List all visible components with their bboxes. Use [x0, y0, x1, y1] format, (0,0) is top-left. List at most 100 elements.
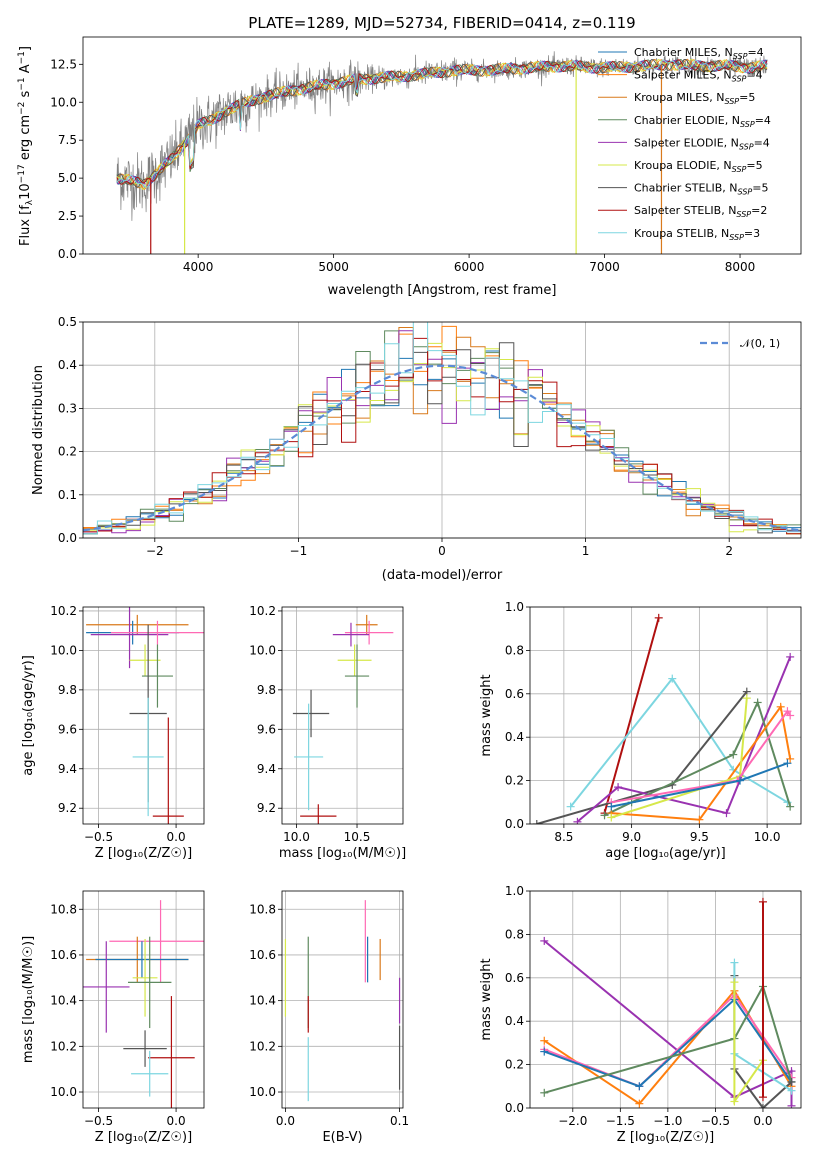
- x-tick-label: −0.5: [84, 1114, 113, 1128]
- z-mass-panel-xlabel: Z [log₁₀(Z/Z☉)]: [95, 1130, 192, 1145]
- y-tick-label: 10.6: [249, 948, 276, 962]
- residual-panel: −2 −1 0 1 2 0.0 0.1 0.2 0.3 0.4 0.5 𝒩(0, 1) (data-mo…: [31, 315, 802, 583]
- model-spectrum-line: [116, 59, 768, 188]
- x-tick-label: 10.5: [344, 830, 371, 844]
- legend-label: Salpeter MILES, N: [634, 69, 732, 82]
- spectrum-ylabel: Flux [fλ10−17 erg cm−2 s−1 A−1]: [17, 46, 35, 246]
- legend-subscript: SSP: [732, 165, 747, 174]
- y-tick-label: 1.0: [505, 884, 524, 898]
- axes-frame: [281, 890, 404, 1109]
- legend-suffix: =5: [739, 91, 755, 104]
- legend-subscript: SSP: [740, 120, 755, 129]
- y-tick-label: 0.2: [505, 1058, 524, 1072]
- y-tick-label: 10.8: [50, 902, 77, 916]
- legend-subscript: SSP: [724, 97, 739, 106]
- legend-entry: Salpeter STELIB, NSSP=2: [634, 204, 767, 219]
- y-tick-label: 0.8: [505, 643, 524, 657]
- legend-label: Chabrier MILES, N: [634, 46, 733, 59]
- legend-suffix: =4: [755, 114, 771, 127]
- y-tick-label: 10.0: [249, 1085, 276, 1099]
- y-tick-label: 0.0: [58, 531, 77, 545]
- x-tick-label: 6000: [454, 260, 485, 274]
- x-tick-label: 5000: [318, 260, 349, 274]
- legend-entry: Chabrier STELIB, NSSP=5: [634, 182, 768, 197]
- legend-entry: Kroupa ELODIE, NSSP=5: [634, 159, 763, 174]
- z-mass-panel: −0.5 0.0 10.0 10.2 10.4 10.6 10.8 Z [log₁₀(Z/Z☉…: [21, 890, 205, 1145]
- weight-line: [569, 676, 789, 808]
- y-tick-label: 2.5: [58, 209, 77, 223]
- y-tick-label: 5.0: [58, 171, 77, 185]
- legend-label: Kroupa MILES, N: [634, 91, 724, 104]
- x-tick-label: 0: [438, 544, 446, 558]
- y-tick-label: 0.1: [58, 488, 77, 502]
- y-tick-label: 9.2: [257, 801, 276, 815]
- spectrum-panel: 4000 5000 6000 7000 8000 0.0 2.5 5.0 7.5 10.0 12.5…: [17, 36, 802, 298]
- y-tick-label: 12.5: [50, 57, 77, 71]
- y-tick-label: 0.0: [58, 247, 77, 261]
- z-age-panel-xlabel: Z [log₁₀(Z/Z☉)]: [95, 846, 192, 861]
- x-tick-label: −0.5: [84, 830, 113, 844]
- y-tick-label: 10.0: [50, 643, 77, 657]
- y-tick-label: 10.8: [249, 902, 276, 916]
- y-tick-label: 0.6: [505, 971, 524, 985]
- x-tick-label: −0.5: [701, 1114, 730, 1128]
- legend-label: Kroupa STELIB, N: [634, 227, 729, 240]
- age-weight-panel: 8.5 9.0 9.5 10.0 0.0 0.2 0.4 0.6 0.8 1.0 age [log₁…: [479, 600, 802, 861]
- y-tick-label: 10.2: [50, 1039, 77, 1053]
- plot-area: [83, 322, 801, 535]
- model-spectrum-line: [116, 58, 768, 191]
- plot-area: [532, 613, 795, 824]
- x-tick-label: −2: [146, 544, 164, 558]
- plot-area: [86, 607, 204, 824]
- legend-suffix: =4: [754, 136, 770, 149]
- legend-subscript: SSP: [739, 142, 754, 151]
- z-weight-panel: −2.0 −1.5 −1.0 −0.5 0.0 0.0 0.2 0.4 0.6 0.8 1.0 Z […: [479, 884, 802, 1145]
- y-tick-label: 0.4: [58, 358, 77, 372]
- z-weight-panel-ylabel: mass weight: [479, 958, 494, 1040]
- y-tick-label: 0.4: [505, 1014, 524, 1028]
- legend-label: Chabrier ELODIE, N: [634, 114, 740, 127]
- mass-age-panel-xlabel: mass [log₁₀(M/M☉)]: [279, 846, 406, 861]
- residual-histogram: [83, 322, 801, 535]
- axes-frame: [529, 890, 802, 1109]
- legend-suffix: =5: [752, 182, 768, 195]
- y-tick-label: 0.2: [505, 774, 524, 788]
- y-tick-label: 10.0: [50, 1085, 77, 1099]
- ebv-mass-panel: 0.0 0.1 10.0 10.2 10.4 10.6 10.8 E(B-V): [249, 890, 409, 1145]
- plot-area: [116, 51, 768, 254]
- ebv-mass-panel-xlabel: E(B-V): [322, 1130, 362, 1145]
- axes-frame: [82, 36, 802, 255]
- y-tick-label: 0.2: [58, 445, 77, 459]
- legend-label: Chabrier STELIB, N: [634, 182, 738, 195]
- y-tick-label: 9.6: [257, 722, 276, 736]
- x-tick-label: 7000: [589, 260, 620, 274]
- legend-label: Salpeter STELIB, N: [634, 204, 736, 217]
- mass-age-panel: 10.0 10.5 9.2 9.4 9.6 9.8 10.0 10.2 mass [log₁₀(…: [249, 604, 406, 861]
- x-tick-label: −2.0: [558, 1114, 587, 1128]
- x-tick-label: 4000: [183, 260, 214, 274]
- x-tick-label: −1.5: [606, 1114, 635, 1128]
- x-tick-label: 10.0: [283, 830, 310, 844]
- spectrum-title: PLATE=1289, MJD=52734, FIBERID=0414, z=0…: [248, 14, 635, 32]
- x-tick-label: 0.0: [753, 1114, 772, 1128]
- plot-area: [83, 900, 204, 1108]
- legend-subscript: SSP: [729, 233, 744, 242]
- legend-entry: Salpeter MILES, NSSP=4: [634, 69, 763, 84]
- y-tick-label: 7.5: [58, 133, 77, 147]
- legend-entry: Chabrier MILES, NSSP=4: [634, 46, 764, 61]
- x-tick-label: 0.1: [390, 1114, 409, 1128]
- legend-entry: 𝒩(0, 1): [740, 337, 780, 350]
- model-spectrum-line: [116, 59, 768, 185]
- y-tick-label: 10.2: [249, 604, 276, 618]
- z-weight-panel-xlabel: Z [log₁₀(Z/Z☉)]: [617, 1130, 714, 1145]
- y-tick-label: 9.2: [58, 801, 77, 815]
- x-tick-label: −1: [290, 544, 308, 558]
- legend-suffix: =2: [751, 204, 767, 217]
- y-tick-label: 10.2: [50, 604, 77, 618]
- y-tick-label: 9.6: [58, 722, 77, 736]
- y-tick-label: 0.5: [58, 315, 77, 329]
- y-tick-label: 0.0: [505, 1101, 524, 1115]
- axes-frame: [82, 890, 205, 1109]
